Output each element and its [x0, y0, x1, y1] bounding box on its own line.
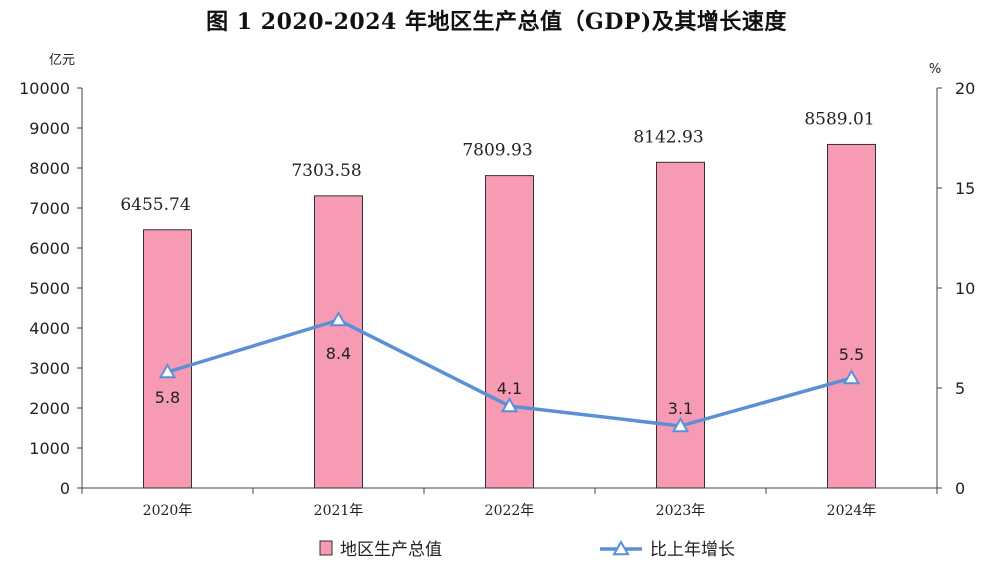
gdp-bar [143, 229, 192, 489]
gdp-bar [314, 195, 363, 489]
growth-value-label: 3.1 [668, 399, 693, 418]
gdp-bar-value-label: 8589.01 [804, 109, 874, 129]
growth-line-group [158, 310, 861, 433]
legend-bar-label: 地区生产总值 [340, 540, 442, 560]
x-tick-label: 2021年 [314, 503, 364, 519]
y-left-tick-label: 3000 [29, 359, 70, 378]
data-labels-group: 6455.74 7303.58 7809.93 8142.93 8589.01 5.8 8.… [120, 109, 874, 418]
y-right-tick-label: 20 [955, 79, 975, 98]
y-left-tick-label: 6000 [29, 239, 70, 258]
legend-line-label: 比上年增长 [650, 540, 735, 560]
x-tick-label: 2023年 [656, 503, 706, 519]
bars-group [143, 143, 876, 489]
y-left-tick-label: 5000 [29, 279, 70, 298]
legend-bar-swatch [319, 540, 333, 556]
growth-value-label: 8.4 [326, 344, 351, 363]
y-left-tick-label: 2000 [29, 399, 70, 418]
growth-value-label: 4.1 [497, 379, 522, 398]
y-left-tick-label: 4000 [29, 319, 70, 338]
y-left-tick-label: 8000 [29, 159, 70, 178]
gdp-bar-value-label: 6455.74 [120, 195, 190, 215]
chart-title: 图 1 2020-2024 年地区生产总值（GDP)及其增长速度 [206, 9, 787, 35]
growth-point-marker [842, 368, 861, 385]
x-tick-label: 2024年 [827, 503, 877, 519]
y-left-unit-label: 亿元 [49, 53, 75, 68]
growth-point-marker [158, 362, 177, 379]
y-right-unit-label: % [929, 62, 941, 77]
y-right-tick-label: 5 [955, 379, 965, 398]
gdp-bar [485, 175, 534, 489]
growth-point-marker [500, 396, 519, 413]
y-left-tick-label: 0 [60, 479, 70, 498]
gdp-bar-value-label: 7809.93 [462, 141, 532, 161]
y-left-tick-label: 10000 [19, 79, 70, 98]
legend: 地区生产总值 比上年增长 [319, 539, 735, 560]
y-right-tick-label: 0 [955, 479, 965, 498]
growth-point-marker [671, 416, 690, 433]
y-left-tick-label: 1000 [29, 439, 70, 458]
gdp-bar-value-label: 7303.58 [291, 161, 361, 181]
gdp-bar [656, 161, 705, 489]
legend-triangle-marker [612, 539, 630, 556]
y-right-tick-label: 10 [955, 279, 975, 298]
gdp-bar-value-label: 8142.93 [633, 127, 703, 147]
axes: 0100020003000400050006000700080009000100… [19, 53, 975, 519]
y-right-tick-label: 15 [955, 179, 975, 198]
x-tick-label: 2020年 [143, 503, 193, 519]
y-left-tick-label: 9000 [29, 119, 70, 138]
growth-point-marker [329, 310, 348, 327]
x-tick-label: 2022年 [485, 503, 535, 519]
growth-value-label: 5.5 [839, 345, 864, 364]
growth-value-label: 5.8 [155, 388, 180, 407]
gdp-bar [827, 143, 876, 489]
y-left-tick-label: 7000 [29, 199, 70, 218]
